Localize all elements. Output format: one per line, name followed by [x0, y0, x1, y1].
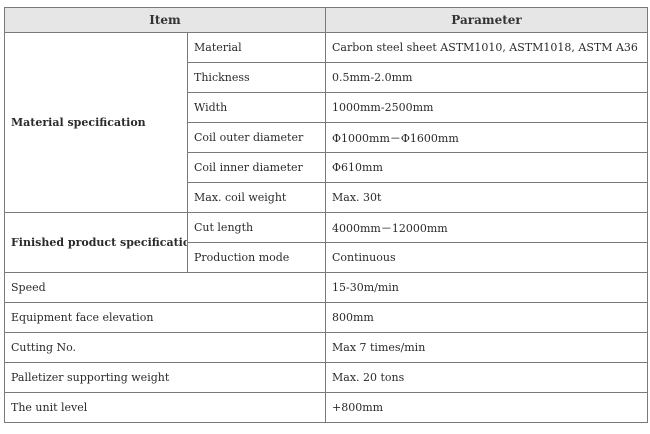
table-row: The unit level +800mm [4, 392, 648, 423]
table-row: Width 1000mm-2500mm [5, 92, 648, 123]
header-parameter: Parameter [325, 7, 648, 33]
row-label: Max. coil weight [187, 182, 326, 213]
row-label: Coil outer diameter [187, 122, 326, 153]
table-row: Coil outer diameter Φ1000mm－Φ1600mm [5, 122, 648, 153]
table-row: Production mode Continuous [5, 242, 648, 273]
row-value: Continuous [325, 242, 648, 273]
row-value: Max 7 times/min [325, 332, 648, 363]
parameter-table: Item Parameter Material specification Ma… [4, 7, 648, 423]
row-label: Cutting No. [4, 332, 326, 363]
row-value: Max. 20 tons [325, 362, 648, 393]
row-label: Equipment face elevation [4, 302, 326, 333]
table-row: Speed 15-30m/min [4, 272, 648, 303]
row-value: 1000mm-2500mm [325, 92, 648, 123]
table-header-row: Item Parameter [4, 7, 648, 33]
table-row: Thickness 0.5mm-2.0mm [5, 62, 648, 93]
table-row: Max. coil weight Max. 30t [5, 182, 648, 213]
table-row: Equipment face elevation 800mm [4, 302, 648, 333]
header-item: Item [4, 7, 326, 33]
table-row: Cutting No. Max 7 times/min [4, 332, 648, 363]
row-value: 0.5mm-2.0mm [325, 62, 648, 93]
table-row: Finished product specification Cut lengt… [4, 212, 648, 273]
row-label: Width [187, 92, 326, 123]
table-row: Coil inner diameter Φ610mm [5, 152, 648, 183]
row-value: 4000mm－12000mm [325, 212, 648, 243]
row-value: Carbon steel sheet ASTM1010, ASTM1018, A… [325, 32, 648, 63]
row-value: 800mm [325, 302, 648, 333]
row-label: Cut length [187, 212, 326, 243]
row-value: Φ1000mm－Φ1600mm [325, 122, 648, 153]
group-finished-product-specification: Finished product specification [4, 212, 188, 273]
row-label: Production mode [187, 242, 326, 273]
row-label: The unit level [4, 392, 326, 423]
row-value: Max. 30t [325, 182, 648, 213]
row-value: Φ610mm [325, 152, 648, 183]
row-value: 15-30m/min [325, 272, 648, 303]
row-label: Speed [4, 272, 326, 303]
table-row: Palletizer supporting weight Max. 20 ton… [4, 362, 648, 393]
row-label: Thickness [187, 62, 326, 93]
group-material-specification: Material specification [4, 32, 188, 213]
row-value: +800mm [325, 392, 648, 423]
table-row: Material specification Material Carbon s… [4, 32, 648, 213]
row-label: Coil inner diameter [187, 152, 326, 183]
row-label: Material [187, 32, 326, 63]
row-label: Palletizer supporting weight [4, 362, 326, 393]
